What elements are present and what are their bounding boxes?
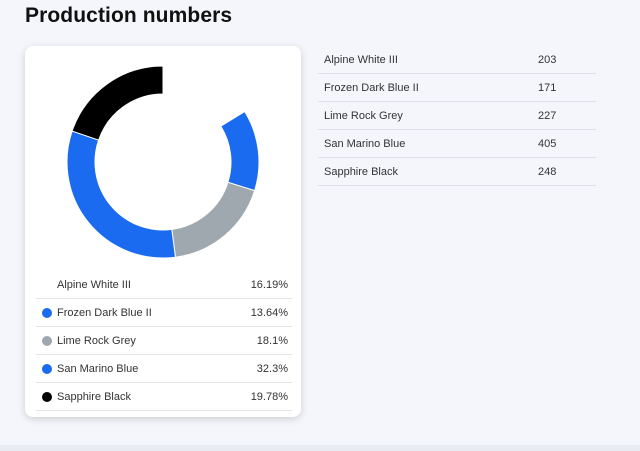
legend-percent: 16.19% bbox=[250, 278, 288, 291]
legend-label: San Marino Blue bbox=[57, 362, 139, 375]
legend-percent: 13.64% bbox=[250, 306, 288, 319]
table-row: Sapphire Black 248 bbox=[318, 158, 596, 186]
table-row: Lime Rock Grey 227 bbox=[318, 102, 596, 130]
table-cell-name: Lime Rock Grey bbox=[324, 109, 403, 122]
legend-swatch bbox=[42, 307, 52, 318]
donut-slice-lime-rock-grey[interactable] bbox=[171, 181, 256, 258]
legend-label: Frozen Dark Blue II bbox=[57, 306, 152, 319]
legend-item[interactable]: San Marino Blue 32.3% bbox=[36, 355, 292, 383]
chart-card: Alpine White III 16.19% Frozen Dark Blue I… bbox=[25, 46, 301, 417]
donut-slice-frozen-dark-blue-ii[interactable] bbox=[220, 110, 260, 192]
table-cell-name: Alpine White III bbox=[324, 53, 398, 66]
legend-percent: 18.1% bbox=[256, 334, 288, 347]
legend-item[interactable]: Frozen Dark Blue II 13.64% bbox=[36, 299, 292, 327]
bottom-band bbox=[0, 445, 640, 451]
legend-label: Lime Rock Grey bbox=[57, 334, 136, 347]
legend-item[interactable]: Sapphire Black 19.78% bbox=[36, 383, 292, 411]
table-cell-value: 248 bbox=[538, 165, 557, 178]
table-cell-value: 405 bbox=[538, 137, 557, 150]
table-cell-name: Sapphire Black bbox=[324, 165, 398, 178]
table-cell-name: San Marino Blue bbox=[324, 137, 406, 150]
legend-swatch bbox=[42, 363, 52, 374]
donut-slice-sapphire-black[interactable] bbox=[71, 65, 164, 141]
legend-percent: 19.78% bbox=[250, 390, 288, 403]
legend-swatch bbox=[42, 335, 52, 346]
donut-inner-outline bbox=[94, 93, 232, 231]
chart-legend: Alpine White III 16.19% Frozen Dark Blue I… bbox=[36, 271, 292, 411]
legend-item[interactable]: Alpine White III 16.19% bbox=[36, 271, 292, 299]
legend-percent: 32.3% bbox=[256, 362, 288, 375]
table-cell-value: 171 bbox=[538, 81, 557, 94]
legend-swatch bbox=[42, 391, 52, 402]
legend-item[interactable]: Lime Rock Grey 18.1% bbox=[36, 327, 292, 355]
legend-swatch bbox=[42, 279, 52, 290]
table-cell-value: 227 bbox=[538, 109, 557, 122]
donut-slice-alpine-white-iii[interactable] bbox=[162, 65, 246, 127]
production-table: Alpine White III 203 Frozen Dark Blue II 17… bbox=[318, 46, 596, 186]
legend-label: Sapphire Black bbox=[57, 390, 131, 403]
table-row: Frozen Dark Blue II 171 bbox=[318, 74, 596, 102]
donut-slice-san-marino-blue[interactable] bbox=[66, 130, 177, 259]
table-row: San Marino Blue 405 bbox=[318, 130, 596, 158]
page-title: Production numbers bbox=[25, 4, 233, 27]
table-cell-value: 203 bbox=[538, 53, 557, 66]
donut-chart bbox=[66, 65, 260, 259]
legend-label: Alpine White III bbox=[57, 278, 131, 291]
table-row: Alpine White III 203 bbox=[318, 46, 596, 74]
table-cell-name: Frozen Dark Blue II bbox=[324, 81, 419, 94]
